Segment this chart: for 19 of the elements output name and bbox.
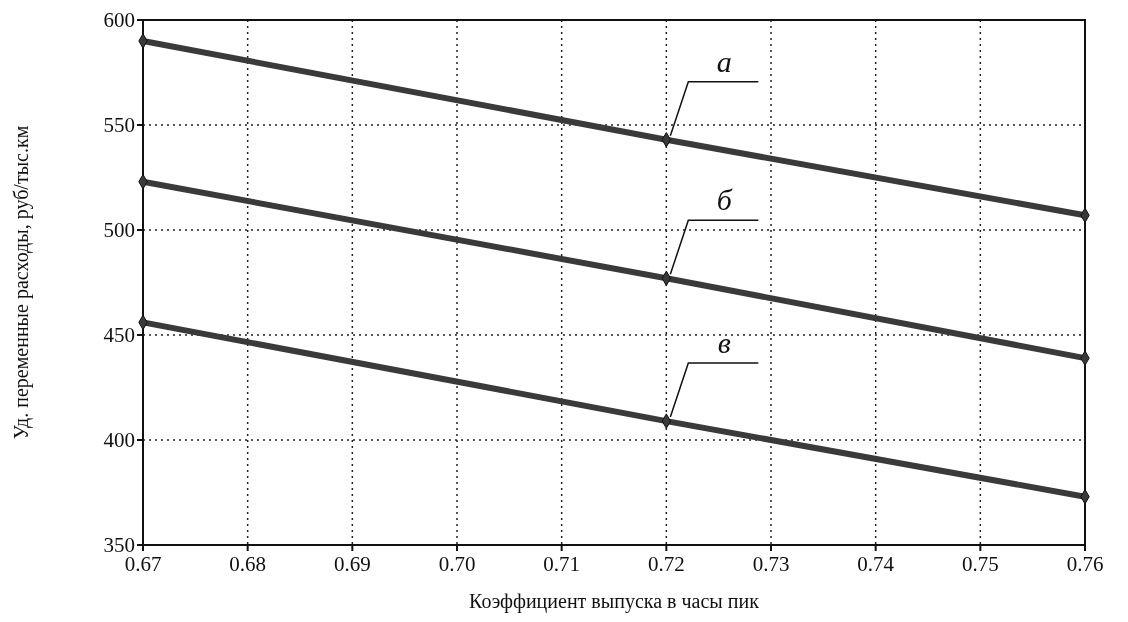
x-tick-label: 0.68 [229,552,267,576]
y-tick-label: 500 [103,218,135,243]
x-tick-label: 0.74 [857,552,895,576]
x-tick-label: 0.72 [647,552,685,576]
y-axis-title: Уд. переменные расходы, руб/тыс.км [10,125,33,440]
x-axis-title: Коэффициент выпуска в часы пик [469,590,760,613]
y-tick-label: 550 [103,113,135,138]
x-tick-label: 0.73 [752,552,790,576]
text: а [716,44,732,78]
x-tick-label: 0.71 [543,552,581,576]
x-tick-label: 0.69 [333,552,371,576]
text: б [716,183,733,217]
y-tick-label: 450 [103,323,135,348]
x-tick-label: 0.76 [1066,552,1104,576]
x-tick-label: 0.70 [438,552,476,576]
x-tick-label: 0.75 [961,552,999,576]
y-tick-label: 400 [103,428,135,453]
text: в [717,326,731,360]
y-tick-label: 600 [103,8,135,33]
